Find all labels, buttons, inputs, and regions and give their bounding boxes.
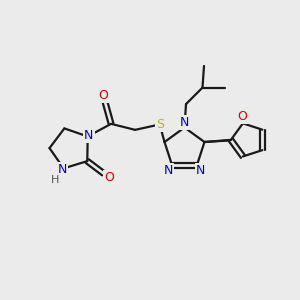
Text: N: N: [164, 164, 173, 177]
Text: O: O: [99, 89, 109, 102]
Text: N: N: [84, 129, 94, 142]
Text: N: N: [58, 163, 67, 176]
Text: S: S: [156, 118, 164, 131]
Text: O: O: [104, 171, 114, 184]
Text: N: N: [196, 164, 205, 177]
Text: N: N: [180, 116, 189, 129]
Text: O: O: [237, 110, 247, 123]
Text: H: H: [50, 175, 59, 185]
